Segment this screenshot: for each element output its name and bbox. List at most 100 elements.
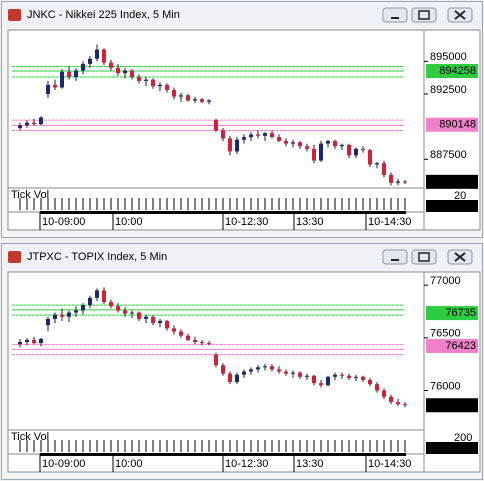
candle-body bbox=[88, 297, 92, 306]
last-price-label: 885773 bbox=[439, 176, 476, 188]
candle-body bbox=[221, 365, 225, 374]
candle-body bbox=[291, 372, 295, 374]
candle-body bbox=[340, 144, 344, 147]
candle-body bbox=[277, 369, 281, 372]
candle-body bbox=[396, 402, 400, 405]
y-tick-label: 895000 bbox=[430, 51, 467, 63]
candle-body bbox=[46, 318, 50, 326]
window-title: JNKC - Nikkei 225 Index, 5 Min bbox=[27, 9, 180, 21]
candle-body bbox=[389, 396, 393, 403]
price-box-label: 76423 bbox=[445, 340, 476, 352]
price-box bbox=[426, 117, 478, 132]
candle-body bbox=[333, 140, 337, 147]
candle-body bbox=[305, 146, 309, 149]
candle-body bbox=[214, 120, 218, 131]
close-glyph bbox=[454, 252, 466, 262]
window-icon bbox=[8, 9, 21, 21]
chart-window: JNKC - Nikkei 225 Index, 5 Min 895000 8925… bbox=[1, 1, 483, 238]
candle-body bbox=[361, 376, 365, 380]
candle-body bbox=[158, 320, 162, 324]
candle-body bbox=[186, 335, 190, 340]
minimize-button-face bbox=[382, 249, 408, 265]
volume-label: Tick Vol bbox=[11, 189, 49, 201]
candle-body bbox=[193, 339, 197, 343]
candle-body bbox=[179, 95, 183, 97]
y-tick-label: 77000 bbox=[430, 275, 461, 287]
candle-body bbox=[305, 375, 309, 377]
maximize-button[interactable] bbox=[411, 249, 437, 265]
candle-body bbox=[32, 339, 36, 344]
candle-body bbox=[109, 302, 113, 307]
candle-body bbox=[116, 306, 120, 311]
candle-body bbox=[109, 62, 113, 68]
candle-body bbox=[116, 67, 120, 74]
candle-body bbox=[95, 290, 99, 298]
candle-body bbox=[39, 338, 43, 344]
time-label: 10-09:00 bbox=[42, 216, 85, 228]
candle-body bbox=[67, 312, 71, 317]
candle-body bbox=[291, 142, 295, 144]
candle-body bbox=[221, 130, 225, 139]
candle-body bbox=[319, 383, 323, 386]
candle-body bbox=[25, 339, 29, 343]
candle-body bbox=[228, 373, 232, 383]
candle-body bbox=[270, 133, 274, 138]
volume-label: Tick Vol bbox=[11, 431, 49, 443]
candle-body bbox=[249, 134, 253, 138]
time-label: 10:00 bbox=[115, 216, 143, 228]
candle-body bbox=[186, 95, 190, 101]
candle-body bbox=[242, 371, 246, 375]
candle-body bbox=[347, 144, 351, 156]
maximize-button-face bbox=[411, 7, 437, 23]
y-tick-label: 76000 bbox=[430, 380, 461, 392]
maximize-button-face bbox=[411, 249, 437, 265]
price-box-label: 890148 bbox=[439, 119, 476, 131]
price-box bbox=[426, 338, 478, 353]
volume-scale: 20 bbox=[454, 190, 466, 202]
candle-body bbox=[403, 404, 407, 406]
candle-body bbox=[277, 137, 281, 141]
volume-value: 2 bbox=[454, 200, 460, 212]
candle-body bbox=[172, 328, 176, 332]
last-price-box bbox=[426, 174, 478, 189]
candle-body bbox=[81, 63, 85, 71]
minimize-button[interactable] bbox=[382, 7, 408, 23]
candle-body bbox=[326, 376, 330, 386]
candle-body bbox=[319, 143, 323, 161]
candle-body bbox=[403, 181, 407, 183]
candle-body bbox=[207, 343, 211, 345]
candle-body bbox=[389, 174, 393, 183]
window-title: JTPXC - TOPIX Index, 5 Min bbox=[27, 251, 167, 263]
price-panel bbox=[7, 271, 425, 431]
candle-body bbox=[81, 305, 85, 311]
candle-body bbox=[137, 77, 141, 81]
candle-body bbox=[368, 379, 372, 385]
candle-body bbox=[46, 84, 50, 94]
candle-body bbox=[382, 390, 386, 397]
candle-body bbox=[144, 316, 148, 319]
candle-body bbox=[151, 79, 155, 87]
minimize-button[interactable] bbox=[382, 249, 408, 265]
y-tick-label: 892500 bbox=[430, 84, 467, 96]
candle-body bbox=[102, 290, 106, 303]
candle-body bbox=[53, 314, 57, 319]
candle-body bbox=[165, 84, 169, 91]
maximize-glyph bbox=[418, 252, 430, 262]
candle-body bbox=[137, 312, 141, 319]
price-box bbox=[426, 306, 478, 321]
candle-body bbox=[396, 181, 400, 183]
time-label: 10:00 bbox=[115, 458, 143, 470]
candle-body bbox=[18, 342, 22, 345]
candle-body bbox=[207, 100, 211, 102]
candle-body bbox=[214, 354, 218, 366]
candle-body bbox=[312, 148, 316, 161]
candle-body bbox=[130, 312, 134, 314]
candle-body bbox=[193, 99, 197, 101]
price-panel bbox=[7, 29, 425, 189]
maximize-button[interactable] bbox=[411, 7, 437, 23]
time-label: 10-14:30 bbox=[368, 458, 411, 470]
candle-body bbox=[354, 148, 358, 156]
candle-body bbox=[123, 70, 127, 74]
close-glyph bbox=[454, 10, 466, 20]
